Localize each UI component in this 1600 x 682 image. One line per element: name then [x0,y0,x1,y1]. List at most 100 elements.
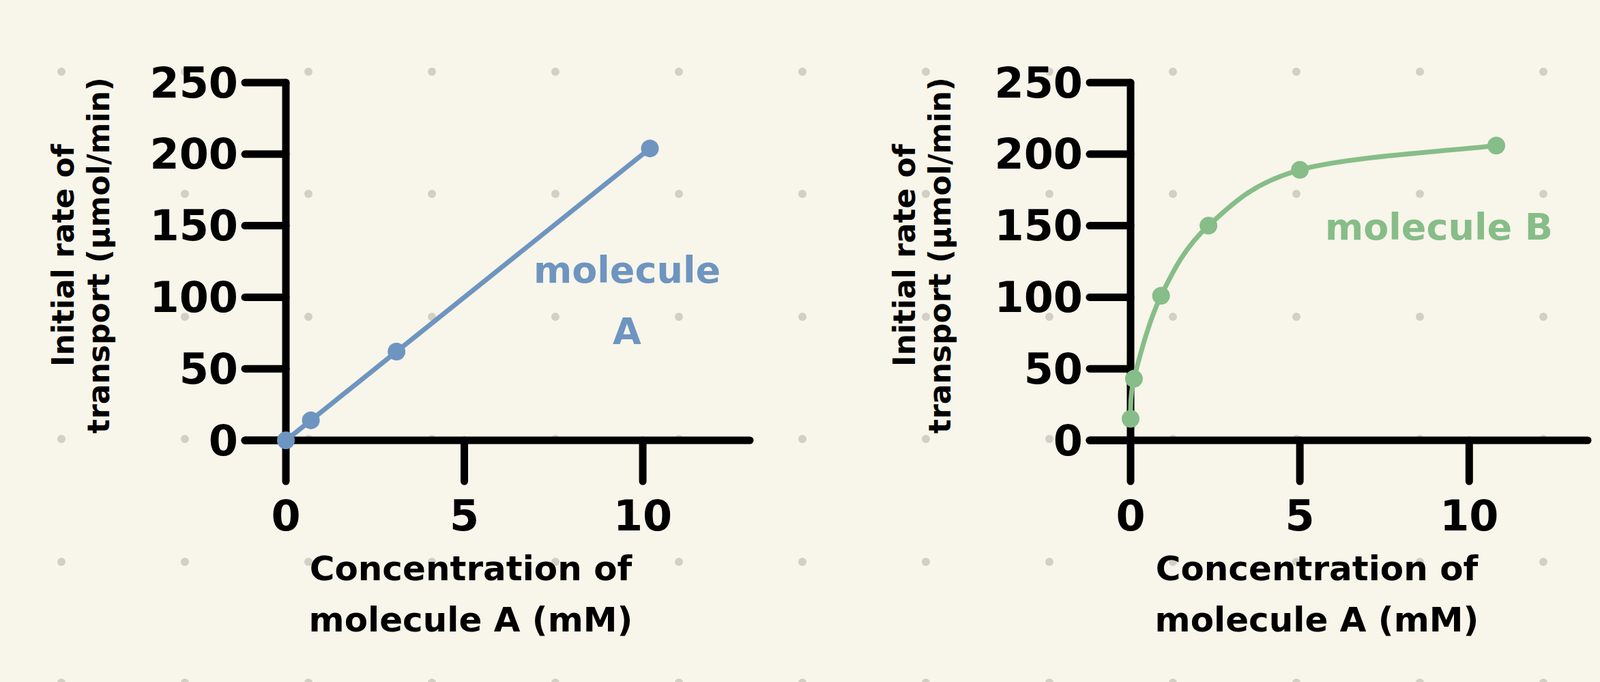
x-tick-label: 10 [613,490,673,541]
series-label-line: molecule B [1325,205,1553,249]
y-tick [1089,150,1131,158]
x-axis-label: Concentration ofmolecule A (mM) [309,548,634,640]
x-tick-label: 5 [1285,490,1315,541]
data-point [1290,161,1309,179]
dot [1539,67,1548,76]
dot [1415,678,1424,682]
dot [1292,678,1301,682]
y-axis-label-line: transport (μmol/min) [81,77,116,434]
chart: 0501001502002500510Initial rate oftransp… [886,57,1588,640]
dot [674,67,683,76]
series-line [285,148,651,441]
dot-pattern [57,67,1548,682]
dot [57,67,66,76]
y-tick [1089,436,1131,445]
x-tick [460,440,469,482]
dot [798,312,807,321]
dot [674,678,683,682]
dot [304,189,313,198]
dot [1045,189,1054,198]
y-tick-label: 200 [150,128,239,179]
x-axis-label-line: molecule A (mM) [1155,599,1480,640]
dot [180,189,189,198]
dot [304,312,313,321]
x-tick [639,440,647,482]
x-tick-label: 10 [1439,490,1499,541]
dot [921,557,930,566]
y-tick-label: 150 [994,200,1083,251]
x-tick [1127,440,1135,482]
y-tick-label: 100 [150,272,239,323]
y-tick-label: 150 [150,200,239,251]
y-axis-label: Initial rate oftransport (μmol/min) [45,77,116,434]
chart: 0501001502002500510Initial rate oftransp… [45,57,750,640]
dot [1539,312,1548,321]
data-point [1487,136,1506,155]
dot [57,557,66,566]
y-tick [244,365,286,373]
series-label: molecule B [1325,205,1553,249]
x-tick-label: 5 [449,490,479,541]
dot [921,434,930,443]
dot [57,434,66,443]
y-tick-label: 100 [994,272,1083,323]
y-tick [244,150,286,158]
dot [1045,557,1054,566]
series-label-line: molecule [533,248,721,292]
background [0,0,1600,682]
x-axis [1089,436,1588,445]
dot [1045,678,1054,682]
x-tick-label: 0 [1115,490,1145,541]
dot [1539,189,1548,198]
x-tick [1296,440,1304,482]
x-axis-label: Concentration of molecule A (mM) [1155,548,1480,640]
dot [921,67,930,76]
dot [551,67,560,76]
y-tick-label: 0 [208,415,239,466]
plot-area [1121,136,1506,428]
dot [1168,67,1177,76]
series-label-line: A [612,309,642,353]
y-tick-label: 50 [1024,343,1083,394]
data-point [1199,216,1218,235]
dot [1539,557,1548,566]
dot [551,189,560,198]
y-axis [282,82,290,441]
plot-area [277,139,660,449]
dot [551,312,560,321]
y-axis-label-line: transport (μmol/min) [922,77,958,434]
dot [1168,189,1177,198]
y-tick-label: 200 [994,128,1083,179]
y-axis-label-group: Initial rate oftransport (μmol/min) [45,77,116,434]
dot [427,678,436,682]
y-tick-label: 250 [150,57,239,108]
y-tick-label: 250 [994,57,1083,108]
dot [304,678,313,682]
y-tick-label: 50 [179,343,239,394]
y-tick [1089,79,1131,87]
data-point [641,139,660,157]
y-tick [244,79,286,87]
dot [798,189,807,198]
dot [57,678,66,682]
dot [1539,678,1548,682]
dot [304,67,313,76]
data-point [1121,410,1140,428]
dot [1045,434,1054,443]
dot [1415,67,1424,76]
y-tick [1089,293,1131,301]
dot [1415,312,1424,321]
dot [1292,189,1301,198]
dot [798,434,807,443]
dot [1292,312,1301,321]
dot [798,557,807,566]
x-axis [244,436,750,445]
dot [180,678,189,682]
series-label: molecule A [533,248,721,353]
dot [674,557,683,566]
x-axis-label-line: Concentration of [1155,548,1480,589]
dot [1415,189,1424,198]
dot [1168,312,1177,321]
dot [551,678,560,682]
dot [921,678,930,682]
